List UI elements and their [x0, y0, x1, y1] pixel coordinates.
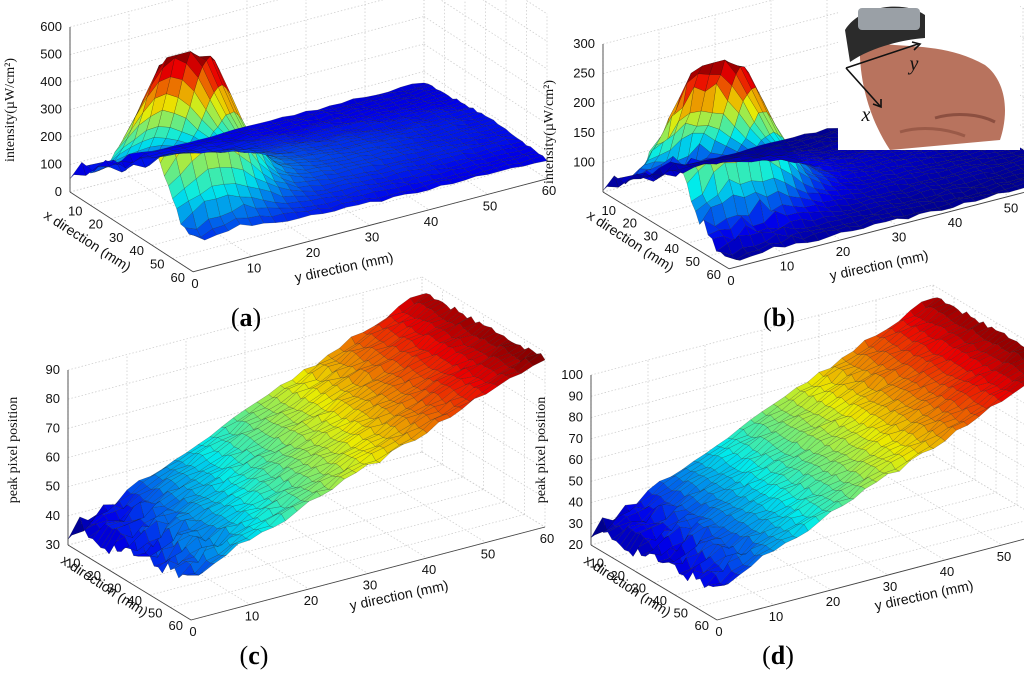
- y-tick-label: 50: [997, 549, 1011, 564]
- z-tick-label: 30: [46, 537, 60, 552]
- x-tick-label: 50: [150, 257, 164, 272]
- x-tick-label: 60: [171, 270, 185, 285]
- z-tick-label: 300: [573, 36, 595, 51]
- watch-face: [858, 8, 920, 30]
- y-tick-label: 40: [424, 214, 438, 229]
- surface: [70, 51, 547, 240]
- z-tick-label: 20: [569, 537, 583, 552]
- y-tick-label: 0: [189, 624, 196, 639]
- z-tick-label: 150: [573, 125, 595, 140]
- z-tick-label: 80: [569, 410, 583, 425]
- z-tick-label: 600: [40, 19, 62, 34]
- x-axis-label: x direction (mm): [58, 552, 151, 620]
- z-tick-label: 50: [46, 479, 60, 494]
- z-tick-label: 300: [40, 102, 62, 117]
- z-tick-label: 50: [569, 473, 583, 488]
- z-tick-label: 80: [46, 391, 60, 406]
- y-tick-label: 10: [245, 609, 259, 624]
- y-tick-label: 30: [883, 579, 897, 594]
- z-tick-label: 70: [569, 431, 583, 446]
- y-tick-label: 10: [769, 609, 783, 624]
- wall-gridline: [933, 434, 1024, 509]
- y-tick-label: 20: [836, 244, 850, 259]
- y-tick-label: 60: [540, 531, 554, 546]
- y-tick-label: 50: [483, 198, 497, 213]
- wall-gridline: [933, 455, 1024, 530]
- y-tick-label: 0: [191, 276, 198, 291]
- z-tick-label: 90: [46, 362, 60, 377]
- z-tick-label: 90: [569, 388, 583, 403]
- z-tick-label: 60: [46, 450, 60, 465]
- panel-label-a: (a): [231, 303, 261, 333]
- panel-label-d: (d): [762, 641, 794, 671]
- y-tick-label: 20: [826, 594, 840, 609]
- y-tick-label: 40: [422, 562, 436, 577]
- z-axis-label: peak pixel position: [6, 397, 21, 504]
- inset-photo: yx: [838, 0, 1020, 150]
- y-tick-label: 60: [542, 183, 556, 198]
- z-tick-label: 100: [573, 154, 595, 169]
- y-tick-label: 50: [481, 547, 495, 562]
- z-tick-label: 100: [40, 157, 62, 172]
- x-tick-label: 40: [130, 243, 144, 258]
- wall-gridline: [424, 0, 547, 41]
- y-tick-label: 50: [1004, 200, 1018, 215]
- z-tick-label: 100: [561, 367, 583, 382]
- x-tick-label: 20: [89, 217, 103, 232]
- y-tick-label: 0: [727, 273, 734, 288]
- z-axis-label: intensity(µW/cm²): [542, 80, 557, 184]
- x-tick-label: 60: [695, 618, 709, 633]
- y-tick-label: 0: [715, 624, 722, 639]
- z-axis-label: intensity(µW/cm²): [3, 58, 18, 162]
- x-tick-label: 60: [169, 618, 183, 633]
- z-tick-label: 40: [569, 495, 583, 510]
- y-tick-label: 10: [247, 260, 261, 275]
- y-tick-label: 40: [948, 215, 962, 230]
- z-tick-label: 40: [46, 508, 60, 523]
- x-tick-label: 30: [109, 230, 123, 245]
- z-tick-label: 500: [40, 47, 62, 62]
- z-tick-label: 30: [569, 516, 583, 531]
- x-tick-label: 10: [68, 203, 82, 218]
- inset-x-label: x: [861, 104, 871, 126]
- z-tick-label: 250: [573, 66, 595, 81]
- panel-label-b: (b): [763, 303, 795, 333]
- inset-y-label: y: [908, 53, 919, 75]
- y-tick-label: 10: [780, 258, 794, 273]
- y-tick-label: 30: [363, 578, 377, 593]
- z-tick-label: 70: [46, 420, 60, 435]
- wall-gridline: [424, 0, 547, 69]
- z-tick-label: 200: [573, 95, 595, 110]
- floor-gridline: [933, 455, 1024, 530]
- y-tick-label: 40: [940, 564, 954, 579]
- y-tick-label: 20: [304, 593, 318, 608]
- z-tick-label: 400: [40, 74, 62, 89]
- x-tick-label: 50: [686, 254, 700, 269]
- z-tick-label: 60: [569, 452, 583, 467]
- panel-label-c: (c): [240, 641, 269, 671]
- z-axis-label: peak pixel position: [534, 397, 549, 504]
- y-tick-label: 20: [306, 245, 320, 260]
- y-tick-label: 30: [365, 229, 379, 244]
- x-tick-label: 50: [674, 606, 688, 621]
- z-tick-label: 0: [55, 184, 62, 199]
- y-tick-label: 30: [892, 229, 906, 244]
- z-tick-label: 200: [40, 129, 62, 144]
- x-tick-label: 60: [707, 267, 721, 282]
